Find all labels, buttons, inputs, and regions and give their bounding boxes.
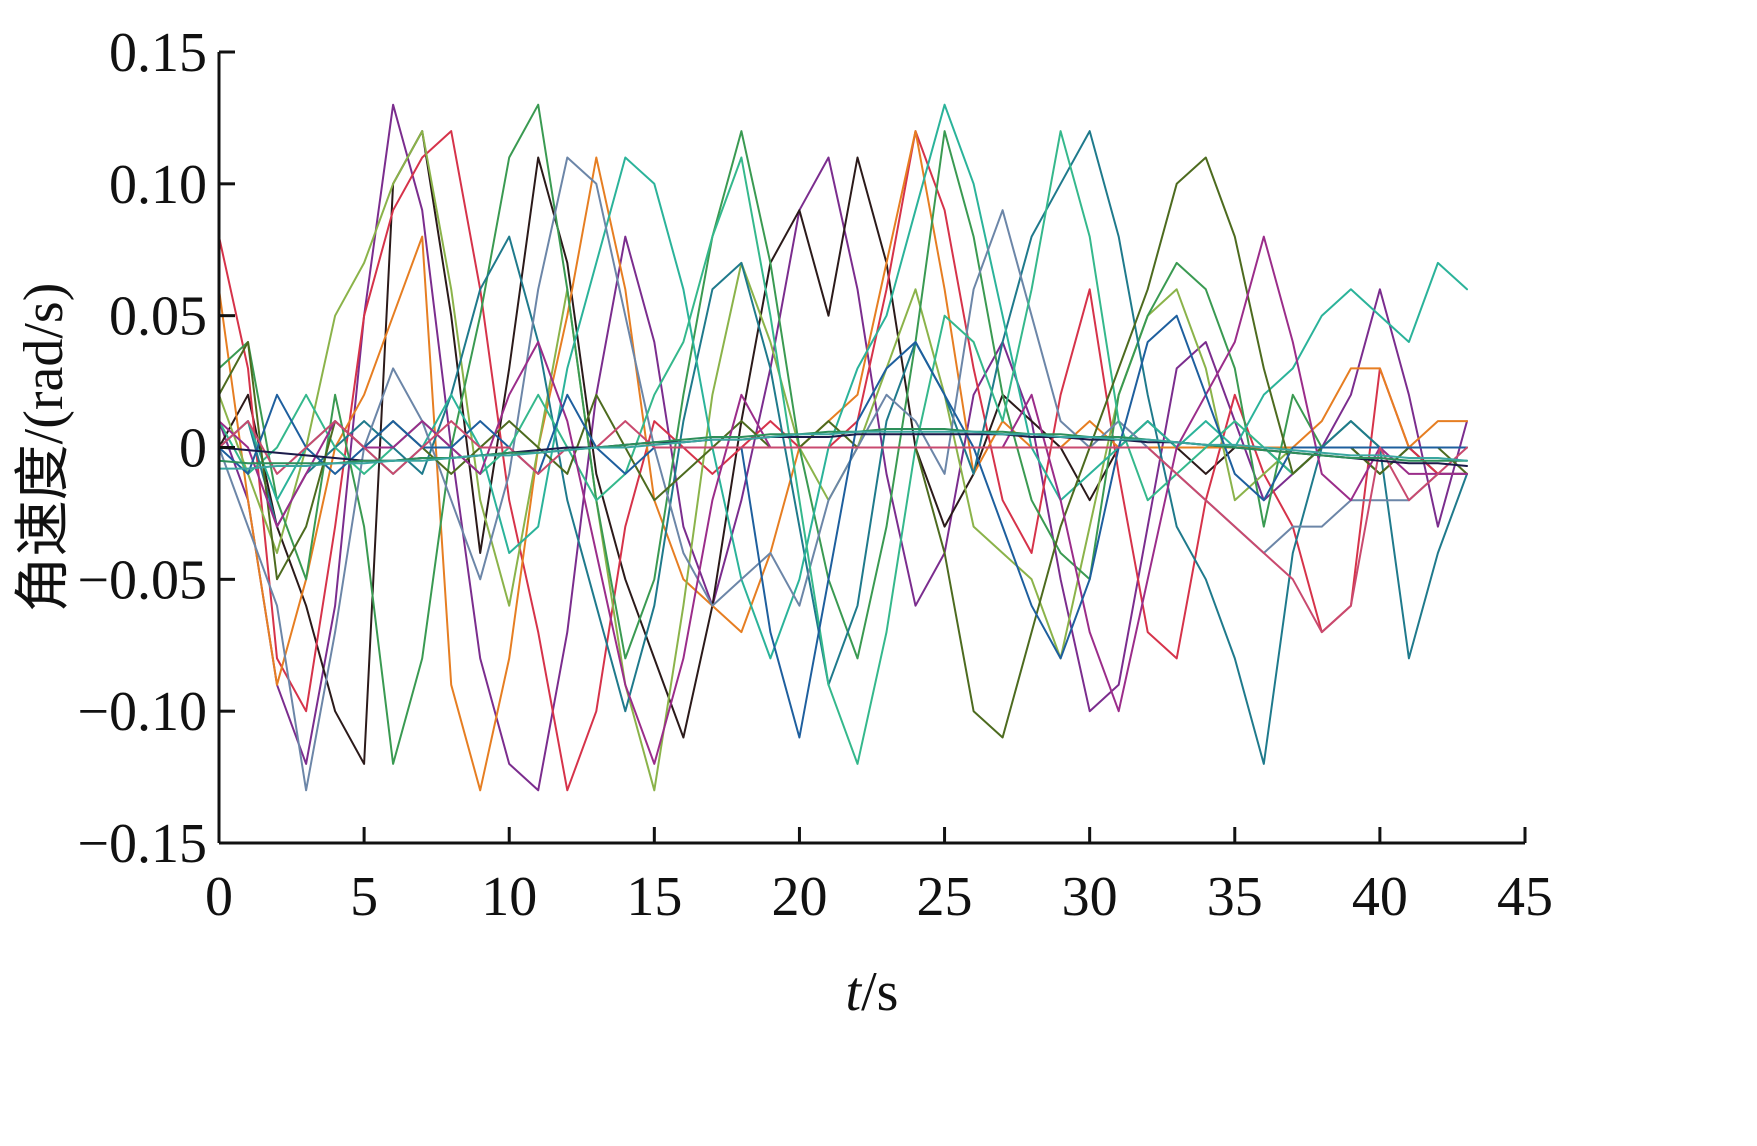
x-tick-label: 45 [1497, 866, 1553, 928]
x-tick-label: 40 [1352, 866, 1408, 928]
y-tick-label: 0.10 [109, 154, 207, 216]
series-line-17 [218, 430, 1468, 470]
x-tick-label: 15 [626, 866, 682, 928]
y-tick-label: 0.15 [109, 22, 207, 84]
series-line-1 [218, 103, 1468, 792]
y-tick-label: 0 [179, 418, 207, 480]
ticks-layer: 0 5 10 15 20 25 30 35 40 45 −0.15 −0.10 −0.05 0 0.05 0.… [77, 22, 1553, 928]
x-tick-label: 5 [350, 866, 378, 928]
x-tick-label: 30 [1062, 866, 1118, 928]
x-tick-label: 10 [481, 866, 537, 928]
series-line-11 [218, 156, 1468, 739]
series-layer [218, 103, 1468, 792]
x-axis-title: t/s [846, 961, 899, 1023]
y-tick-label: −0.10 [77, 681, 207, 743]
series-line-13 [218, 314, 1468, 739]
y-tick-label: −0.05 [77, 549, 207, 611]
series-line-16 [218, 428, 1468, 465]
x-axis-title-unit: /s [861, 961, 898, 1023]
x-tick-label: 20 [771, 866, 827, 928]
series-line-8 [218, 103, 1468, 660]
x-tick-label: 0 [205, 866, 233, 928]
x-tick-label: 25 [917, 866, 973, 928]
y-tick-label: −0.15 [77, 813, 207, 875]
x-tick-label: 35 [1207, 866, 1263, 928]
series-line-9 [218, 156, 1468, 792]
y-axis-title: 角速度/(rad/s) [13, 283, 75, 613]
x-axis-title-variable: t [846, 961, 863, 1023]
y-tick-label: 0.05 [109, 286, 207, 348]
series-line-6 [218, 103, 1468, 765]
series-line-14 [218, 420, 1468, 634]
